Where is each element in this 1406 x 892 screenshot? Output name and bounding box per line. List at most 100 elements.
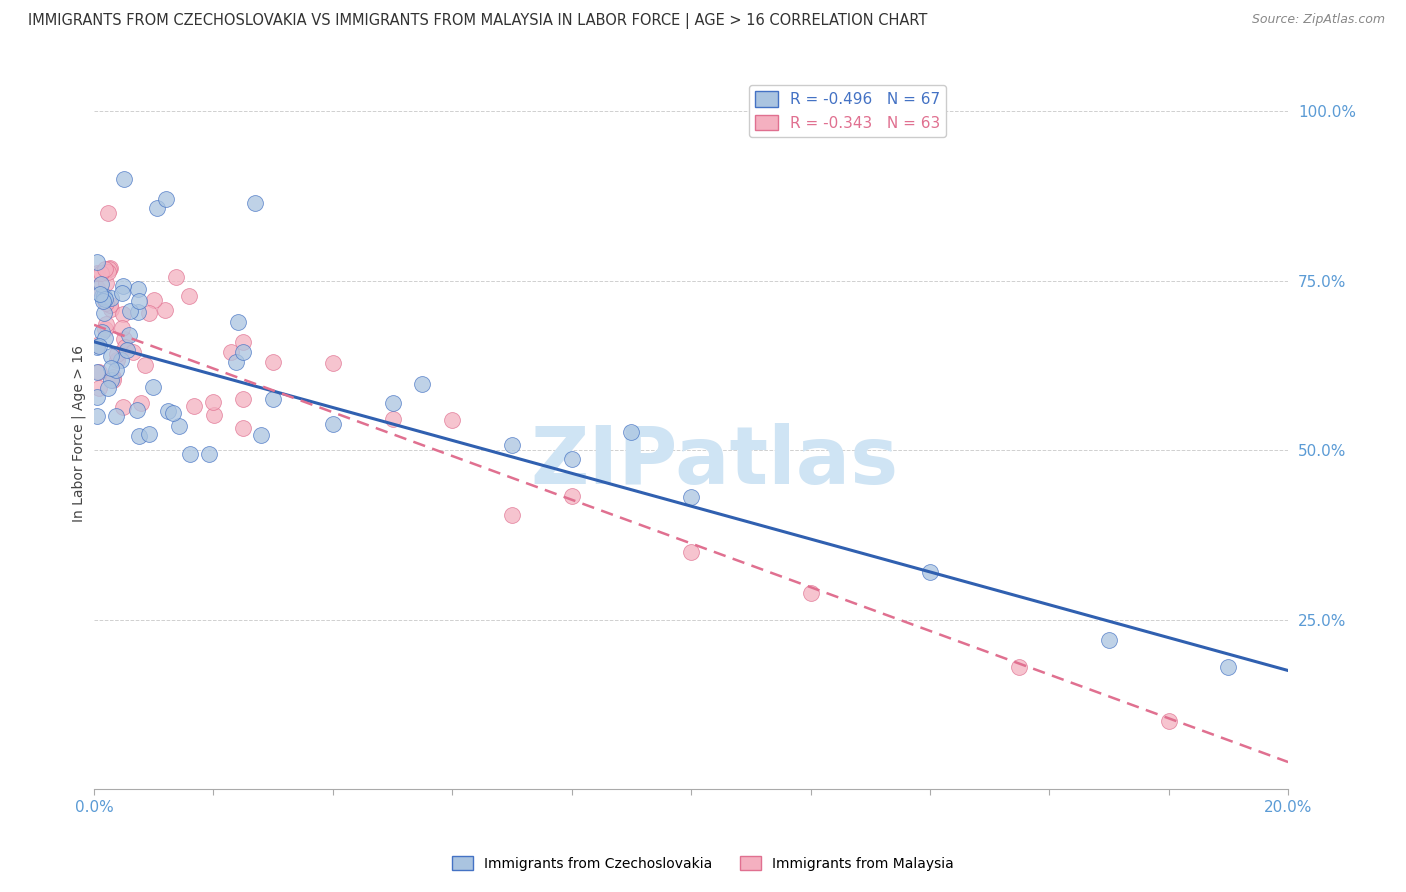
Point bbox=[1157, 714, 1180, 729]
Point bbox=[322, 356, 344, 370]
Point bbox=[100, 301, 122, 316]
Point bbox=[86, 281, 108, 295]
Point bbox=[155, 303, 177, 318]
Point bbox=[111, 320, 134, 334]
Point bbox=[104, 363, 127, 377]
Point bbox=[127, 305, 149, 319]
Point bbox=[262, 355, 284, 369]
Point bbox=[103, 374, 125, 388]
Point bbox=[105, 353, 128, 368]
Point bbox=[128, 294, 150, 309]
Point bbox=[232, 392, 254, 407]
Point bbox=[232, 421, 254, 435]
Point bbox=[561, 489, 583, 503]
Point bbox=[146, 201, 169, 215]
Point bbox=[561, 452, 583, 467]
Point bbox=[117, 328, 139, 343]
Point bbox=[501, 508, 523, 523]
Point bbox=[411, 377, 433, 392]
Point bbox=[86, 337, 108, 351]
Point bbox=[197, 447, 219, 461]
Point bbox=[93, 289, 115, 303]
Point bbox=[98, 262, 121, 277]
Point bbox=[100, 349, 122, 363]
Point bbox=[501, 438, 523, 452]
Text: IMMIGRANTS FROM CZECHOSLOVAKIA VS IMMIGRANTS FROM MALAYSIA IN LABOR FORCE | AGE : IMMIGRANTS FROM CZECHOSLOVAKIA VS IMMIGR… bbox=[28, 13, 928, 29]
Point bbox=[96, 276, 118, 290]
Point bbox=[91, 325, 114, 339]
Point bbox=[86, 409, 108, 423]
Point bbox=[112, 278, 135, 293]
Point bbox=[381, 395, 404, 409]
Point bbox=[232, 345, 254, 359]
Point bbox=[94, 330, 117, 344]
Point bbox=[225, 355, 247, 369]
Point bbox=[138, 306, 160, 320]
Point bbox=[93, 306, 115, 320]
Point bbox=[1218, 660, 1240, 674]
Point bbox=[105, 409, 128, 424]
Point bbox=[86, 266, 108, 280]
Point bbox=[202, 408, 225, 422]
Point bbox=[111, 285, 134, 300]
Point bbox=[322, 417, 344, 432]
Point bbox=[94, 321, 117, 335]
Point bbox=[93, 293, 115, 307]
Point bbox=[91, 294, 114, 309]
Point bbox=[89, 287, 111, 301]
Point bbox=[100, 361, 122, 376]
Point bbox=[250, 428, 273, 442]
Text: Source: ZipAtlas.com: Source: ZipAtlas.com bbox=[1251, 13, 1385, 27]
Point bbox=[243, 195, 266, 210]
Point bbox=[918, 566, 941, 580]
Point bbox=[100, 373, 122, 387]
Point bbox=[90, 266, 112, 280]
Point bbox=[94, 262, 117, 277]
Point bbox=[90, 277, 112, 292]
Point bbox=[169, 419, 191, 434]
Point bbox=[127, 282, 149, 296]
Point bbox=[89, 381, 111, 395]
Point bbox=[122, 345, 145, 359]
Point bbox=[232, 335, 254, 350]
Point bbox=[97, 206, 120, 220]
Point bbox=[134, 358, 156, 372]
Point bbox=[91, 289, 114, 303]
Point bbox=[142, 380, 165, 394]
Legend: Immigrants from Czechoslovakia, Immigrants from Malaysia: Immigrants from Czechoslovakia, Immigran… bbox=[447, 850, 959, 876]
Point bbox=[87, 365, 110, 379]
Point bbox=[97, 382, 120, 396]
Point bbox=[179, 447, 201, 461]
Point bbox=[128, 429, 150, 443]
Point bbox=[441, 413, 464, 427]
Point bbox=[143, 293, 166, 308]
Point bbox=[262, 392, 284, 407]
Point bbox=[381, 412, 404, 426]
Point bbox=[138, 426, 160, 441]
Point bbox=[162, 406, 184, 420]
Point bbox=[87, 339, 110, 353]
Point bbox=[202, 395, 225, 409]
Point bbox=[112, 400, 135, 414]
Point bbox=[156, 403, 179, 417]
Point bbox=[177, 289, 200, 303]
Point bbox=[1098, 633, 1121, 648]
Point bbox=[94, 317, 117, 331]
Point bbox=[129, 396, 152, 410]
Point bbox=[681, 545, 703, 559]
Point bbox=[226, 315, 249, 329]
Point bbox=[86, 365, 108, 379]
Point bbox=[114, 340, 136, 354]
Y-axis label: In Labor Force | Age > 16: In Labor Force | Age > 16 bbox=[72, 345, 86, 522]
Point bbox=[799, 585, 821, 599]
Point bbox=[86, 390, 108, 404]
Point bbox=[105, 347, 128, 361]
Point bbox=[681, 491, 703, 505]
Point bbox=[1008, 660, 1031, 674]
Point bbox=[155, 193, 177, 207]
Point bbox=[94, 296, 117, 310]
Point bbox=[166, 270, 188, 285]
Point bbox=[118, 303, 141, 318]
Point bbox=[183, 399, 205, 413]
Legend: R = -0.496   N = 67, R = -0.343   N = 63: R = -0.496 N = 67, R = -0.343 N = 63 bbox=[748, 85, 946, 136]
